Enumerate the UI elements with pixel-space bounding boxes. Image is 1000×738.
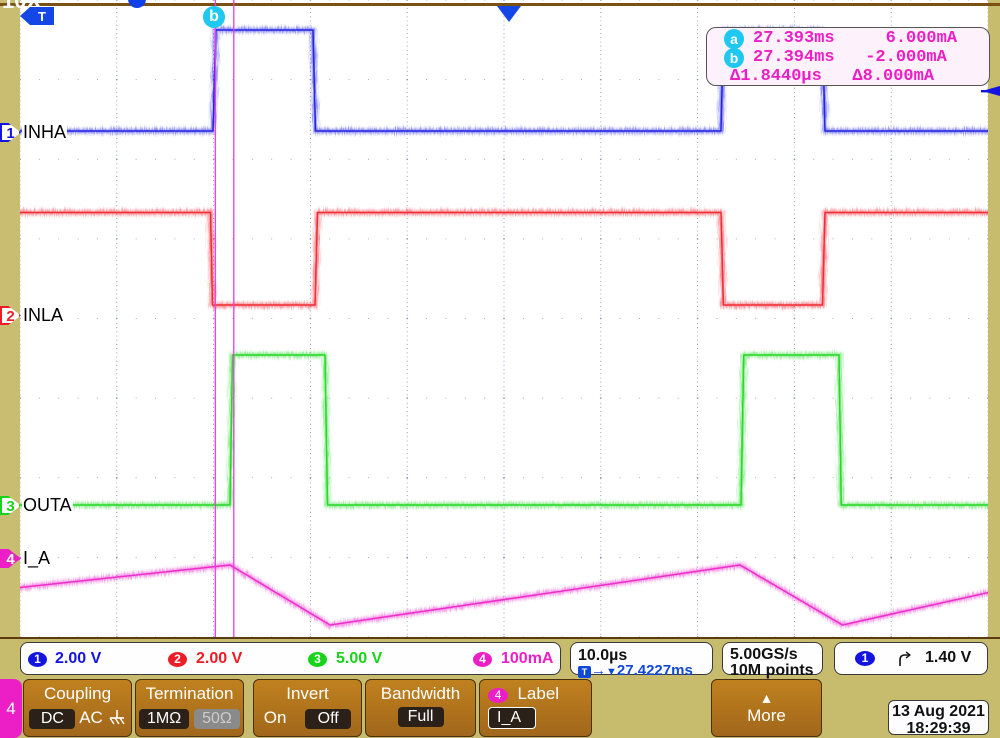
svg-text:T: T (38, 9, 46, 24)
